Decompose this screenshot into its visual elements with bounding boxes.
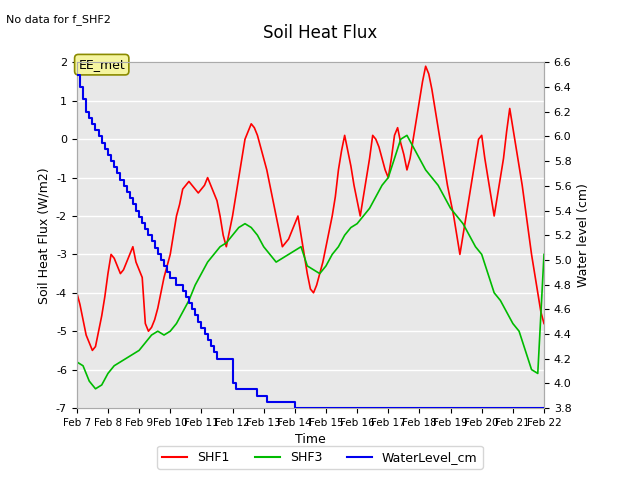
Legend: SHF1, SHF3, WaterLevel_cm: SHF1, SHF3, WaterLevel_cm [157, 446, 483, 469]
Y-axis label: Water level (cm): Water level (cm) [577, 183, 590, 287]
Y-axis label: Soil Heat Flux (W/m2): Soil Heat Flux (W/m2) [37, 167, 51, 303]
Text: No data for f_SHF2: No data for f_SHF2 [6, 14, 111, 25]
Text: EE_met: EE_met [78, 58, 125, 71]
X-axis label: Time: Time [295, 433, 326, 446]
Text: Soil Heat Flux: Soil Heat Flux [263, 24, 377, 42]
